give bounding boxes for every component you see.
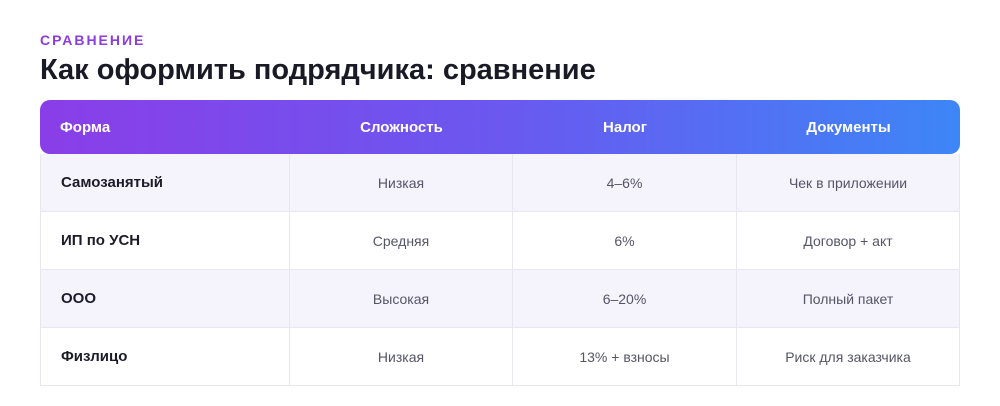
section-eyebrow: СРАВНЕНИЕ — [40, 32, 146, 48]
cell-form: ООО — [40, 270, 290, 328]
header-form: Форма — [60, 118, 111, 136]
cell-complexity: Высокая — [290, 270, 513, 328]
comparison-table: Форма Сложность Налог Документы Самозаня… — [40, 100, 960, 386]
table-row: Физлицо Низкая 13% + взносы Риск для зак… — [40, 328, 960, 386]
cell-form: ИП по УСН — [40, 212, 290, 270]
cell-tax: 6% — [513, 212, 737, 270]
page-title: Как оформить подрядчика: сравнение — [40, 54, 596, 86]
header-documents: Документы — [806, 118, 891, 136]
cell-tax: 4–6% — [513, 154, 737, 212]
cell-tax: 6–20% — [513, 270, 737, 328]
cell-form: Физлицо — [40, 328, 290, 386]
table-row: ИП по УСН Средняя 6% Договор + акт — [40, 212, 960, 270]
table-header-row: Форма Сложность Налог Документы — [40, 100, 960, 154]
cell-documents: Риск для заказчика — [737, 328, 960, 386]
cell-documents: Договор + акт — [737, 212, 960, 270]
table-row: ООО Высокая 6–20% Полный пакет — [40, 270, 960, 328]
header-tax: Налог — [603, 118, 647, 136]
cell-complexity: Низкая — [290, 328, 513, 386]
cell-tax: 13% + взносы — [513, 328, 737, 386]
cell-complexity: Низкая — [290, 154, 513, 212]
header-complexity: Сложность — [360, 118, 443, 136]
cell-form: Самозанятый — [40, 154, 290, 212]
table-row: Самозанятый Низкая 4–6% Чек в приложении — [40, 154, 960, 212]
cell-complexity: Средняя — [290, 212, 513, 270]
cell-documents: Чек в приложении — [737, 154, 960, 212]
cell-documents: Полный пакет — [737, 270, 960, 328]
